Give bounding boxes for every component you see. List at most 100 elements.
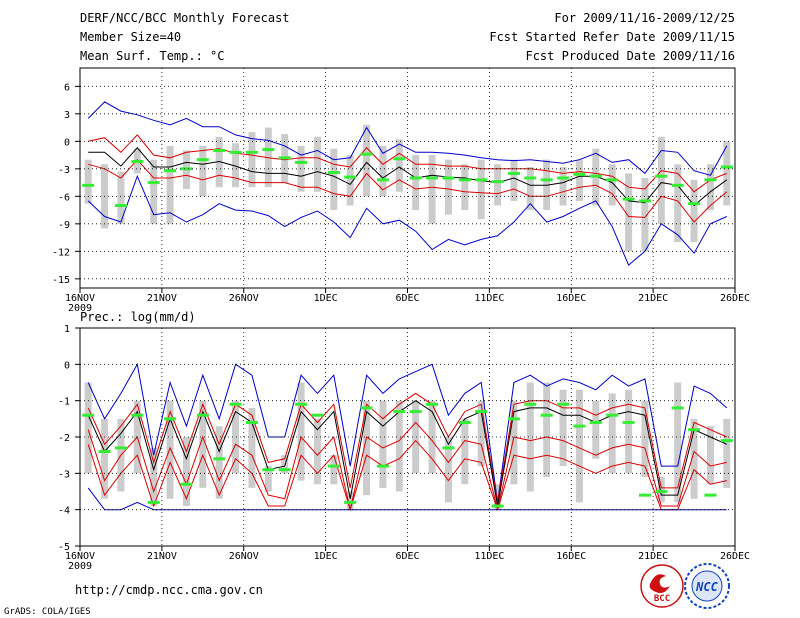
observed-marker [262, 468, 275, 472]
spread-bar [412, 155, 420, 211]
y-tick-label: -3 [58, 469, 70, 480]
spread-bar [674, 164, 682, 243]
forecast-period-label: For 2009/11/16-2009/12/25 [554, 11, 735, 25]
observed-marker [229, 402, 242, 406]
observed-marker [196, 413, 209, 417]
spread-bar [526, 167, 534, 211]
observed-marker [327, 171, 340, 174]
observed-marker [131, 160, 144, 163]
observed-marker [688, 202, 701, 206]
observed-marker [180, 167, 193, 171]
y-tick-label: 0 [64, 360, 70, 371]
observed-marker [589, 174, 602, 178]
spread-bar [608, 393, 616, 474]
spread-bar [84, 159, 92, 204]
spread-bar [346, 491, 354, 510]
series-line-q10 [87, 439, 727, 512]
x-tick-label: 21NOV [147, 293, 177, 304]
x-tick-label: 1DEC [314, 551, 338, 562]
spread-bar [461, 164, 469, 211]
observed-marker [376, 464, 389, 468]
spread-bar [182, 437, 190, 507]
y-tick-label: -6 [58, 192, 70, 203]
spread-bar [444, 159, 452, 215]
bcc-logo-text: BCC [654, 594, 670, 604]
observed-marker [720, 165, 733, 169]
y-tick-label: -9 [58, 220, 70, 231]
grads-credit: GrADS: COLA/IGES [4, 607, 91, 617]
spread-bar [559, 389, 567, 467]
observed-marker [475, 178, 488, 182]
x-tick-label: 1DEC [314, 293, 338, 304]
series-line-q25 [87, 421, 727, 510]
y-tick-label: -4 [58, 506, 70, 517]
observed-marker [344, 175, 357, 179]
observed-marker [638, 493, 651, 497]
x-tick-label: 21DEC [638, 551, 668, 562]
spread-bar [281, 455, 289, 474]
y-tick-label: -1 [58, 397, 70, 408]
observed-marker [458, 420, 471, 424]
observed-marker [213, 149, 226, 152]
member-size-label: Member Size=40 [80, 30, 181, 44]
y-tick-label: -2 [58, 433, 70, 444]
observed-marker [507, 417, 520, 421]
spread-bar [592, 400, 600, 459]
observed-marker [442, 176, 455, 180]
source-url: http://cmdp.ncc.cma.gov.cn [75, 583, 263, 597]
spread-bar [494, 164, 502, 206]
observed-marker [409, 410, 422, 414]
spread-bar [510, 400, 518, 485]
observed-marker [524, 176, 537, 180]
x-tick-year-label: 2009 [68, 561, 92, 572]
observed-marker [540, 413, 553, 417]
spread-bar [412, 400, 420, 474]
observed-marker [491, 180, 504, 184]
spread-bar [330, 148, 338, 211]
observed-marker [82, 413, 95, 417]
spread-bar [101, 418, 109, 499]
observed-marker [98, 450, 111, 454]
x-tick-label: 6DEC [395, 293, 419, 304]
observed-marker [442, 446, 455, 450]
y-tick-label: -5 [58, 542, 70, 553]
x-tick-label: 21DEC [638, 293, 668, 304]
observed-marker [229, 150, 242, 154]
spread-bar [264, 466, 272, 492]
y-tick-label: 1 [64, 324, 70, 335]
y-tick-label: 3 [64, 110, 70, 121]
series-line-max [87, 362, 728, 503]
spread-bar [248, 407, 256, 488]
spread-bar [461, 418, 469, 485]
observed-marker [638, 199, 651, 203]
spread-bar [559, 167, 567, 206]
observed-marker [688, 428, 701, 432]
observed-marker [180, 482, 193, 486]
observed-marker [393, 410, 406, 414]
spread-bar [150, 447, 158, 507]
observed-marker [655, 174, 668, 178]
observed-marker [213, 457, 226, 461]
spread-bar [706, 426, 714, 485]
x-tick-label: 16DEC [556, 551, 586, 562]
series-line-q75 [87, 392, 728, 503]
spread-bar [166, 400, 174, 499]
observed-marker [311, 413, 324, 417]
spread-bar [313, 136, 321, 192]
observed-marker [245, 150, 258, 154]
bcc-logo: BCC [640, 564, 684, 608]
observed-marker [475, 410, 488, 414]
spread-bar [297, 382, 305, 481]
x-tick-label: 16DEC [556, 293, 586, 304]
bcc-logo-ring [640, 564, 684, 608]
spread-bar [363, 400, 371, 496]
observed-marker [393, 157, 406, 161]
observed-marker [655, 490, 668, 493]
observed-marker [524, 402, 537, 406]
spread-bar [477, 159, 485, 220]
observed-marker [196, 158, 209, 162]
spread-bar [444, 437, 452, 503]
spread-bar [363, 124, 371, 197]
observed-marker [295, 402, 308, 406]
